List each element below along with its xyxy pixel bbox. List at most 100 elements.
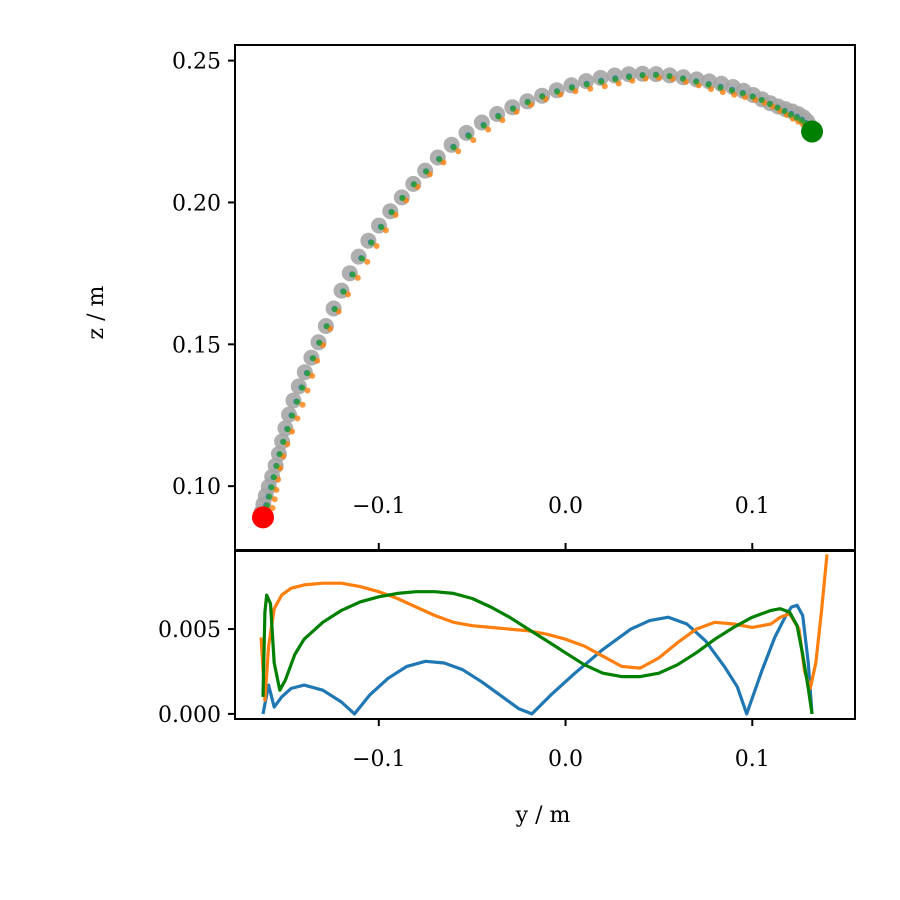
trajectory-orange-point bbox=[294, 415, 301, 422]
trajectory-orange-point bbox=[309, 372, 316, 379]
trajectory-orange-point bbox=[271, 496, 278, 503]
trajectory-green-point bbox=[268, 484, 275, 491]
top-x-tick-label: 0.0 bbox=[548, 494, 583, 519]
error-panel: 0.000 0.005 −0.1 0.0 0.1 y / m bbox=[158, 550, 856, 828]
trajectory-green-point bbox=[273, 463, 280, 469]
trajectory-green-point bbox=[284, 426, 291, 433]
trajectory-marks bbox=[252, 65, 824, 529]
trajectory-orange-point bbox=[299, 401, 306, 408]
trajectory-ticks: 0.10 0.15 0.20 0.25 −0.1 0.0 0.1 bbox=[172, 50, 770, 550]
trajectory-green-point bbox=[626, 74, 632, 80]
error-series-line-2 bbox=[261, 590, 814, 715]
trajectory-green-point bbox=[289, 412, 296, 419]
trajectory-green-point bbox=[359, 255, 366, 262]
trajectory-green-point bbox=[349, 271, 356, 278]
y-axis-label: y / m bbox=[515, 803, 571, 828]
trajectory-green-point bbox=[388, 209, 395, 216]
trajectory-orange-point bbox=[304, 387, 311, 394]
error-ticks: 0.000 0.005 −0.1 0.0 0.1 bbox=[158, 618, 770, 772]
error-frame bbox=[234, 550, 856, 720]
trajectory-green-point bbox=[436, 156, 443, 163]
trajectory-green-point bbox=[323, 323, 330, 330]
top-x-tick-label: 0.1 bbox=[735, 494, 770, 519]
trajectory-orange-point bbox=[719, 89, 726, 96]
trajectory-green-point bbox=[539, 93, 546, 100]
trajectory-orange-point bbox=[289, 428, 296, 435]
trajectory-green-point bbox=[280, 438, 287, 445]
trajectory-green-point bbox=[728, 87, 735, 94]
trajectory-green-point bbox=[598, 78, 605, 85]
end-point-marker bbox=[801, 120, 824, 143]
trajectory-green-point bbox=[423, 168, 430, 175]
trajectory-green-point bbox=[793, 114, 800, 121]
trajectory-orange-point bbox=[382, 227, 389, 234]
trajectory-green-point bbox=[781, 108, 788, 115]
trajectory-green-point bbox=[774, 104, 781, 111]
trajectory-green-point bbox=[450, 144, 457, 151]
trajectory-green-point bbox=[299, 384, 306, 391]
trajectory-orange-point bbox=[373, 243, 380, 249]
trajectory-green-point bbox=[510, 105, 517, 112]
trajectory-green-point bbox=[266, 493, 273, 500]
trajectory-panel: 0.10 0.15 0.20 0.25 −0.1 0.0 0.1 z / m bbox=[84, 44, 856, 551]
trajectory-green-point bbox=[739, 90, 746, 97]
z-tick-label: 0.20 bbox=[172, 191, 221, 216]
error-series-line-1 bbox=[259, 554, 829, 702]
z-axis-label: z / m bbox=[84, 285, 109, 339]
error-lines bbox=[259, 554, 829, 716]
trajectory-green-point bbox=[378, 224, 385, 231]
trajectory-green-point bbox=[787, 111, 794, 118]
trajectory-green-point bbox=[653, 72, 659, 79]
trajectory-orange-point bbox=[485, 126, 492, 133]
trajectory-green-point bbox=[612, 76, 619, 83]
trajectory-green-point bbox=[569, 84, 575, 91]
trajectory-green-point bbox=[749, 93, 756, 100]
y-tick-label: 0.0 bbox=[548, 747, 583, 772]
trajectory-green-point bbox=[693, 78, 700, 85]
trajectory-green-point bbox=[411, 181, 417, 188]
trajectory-green-point bbox=[758, 97, 765, 104]
trajectory-green-point bbox=[310, 355, 317, 362]
trajectory-orange-point bbox=[499, 117, 506, 124]
trajectory-green-point bbox=[294, 398, 301, 405]
trajectory-orange-point bbox=[364, 258, 371, 265]
trajectory-orange-point bbox=[470, 137, 477, 144]
trajectory-orange-point bbox=[587, 85, 594, 92]
trajectory-orange-point bbox=[601, 83, 608, 90]
error-y-tick-label: 0.005 bbox=[158, 618, 221, 643]
trajectory-green-point bbox=[316, 339, 323, 346]
trajectory-orange-point bbox=[269, 505, 276, 511]
trajectory-green-point bbox=[465, 133, 472, 140]
trajectory-green-point bbox=[583, 81, 590, 88]
trajectory-green-point bbox=[705, 81, 712, 88]
trajectory-green-point bbox=[495, 113, 502, 120]
trajectory-green-point bbox=[717, 84, 724, 91]
trajectory-green-point bbox=[639, 72, 646, 79]
y-tick-label: −0.1 bbox=[352, 747, 405, 772]
trajectory-green-point bbox=[340, 288, 347, 295]
error-series-line-0 bbox=[261, 603, 814, 716]
trajectory-green-point bbox=[276, 451, 283, 458]
z-tick-label: 0.15 bbox=[172, 333, 221, 358]
top-x-tick-label: −0.1 bbox=[352, 494, 405, 519]
trajectory-green-point bbox=[271, 474, 277, 481]
trajectory-orange-point bbox=[354, 274, 361, 281]
trajectory-green-point bbox=[304, 370, 311, 377]
trajectory-green-point bbox=[331, 306, 338, 313]
trajectory-green-point bbox=[368, 239, 375, 246]
trajectory-green-point bbox=[524, 99, 531, 106]
trajectory-orange-point bbox=[615, 80, 622, 87]
z-tick-label: 0.25 bbox=[172, 50, 221, 75]
trajectory-green-point bbox=[480, 122, 487, 129]
trajectory-green-point bbox=[766, 101, 773, 107]
error-y-tick-label: 0.000 bbox=[158, 703, 221, 728]
trajectory-green-point bbox=[554, 88, 561, 95]
y-tick-label: 0.1 bbox=[735, 747, 770, 772]
trajectory-green-point bbox=[680, 75, 686, 82]
trajectory-orange-point bbox=[345, 291, 351, 298]
trajectory-green-point bbox=[399, 195, 406, 201]
trajectory-green-point bbox=[666, 73, 673, 80]
start-point-marker bbox=[252, 506, 275, 529]
trajectory-orange-point bbox=[440, 159, 447, 166]
